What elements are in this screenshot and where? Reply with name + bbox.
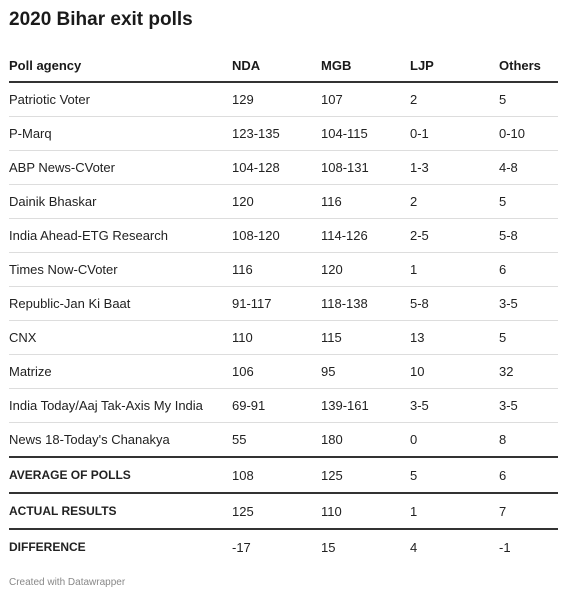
table-cell: 120 [232,184,321,219]
summary-cell: 7 [499,493,558,530]
table-cell: 3-5 [410,388,499,423]
poll-agency-cell: News 18-Today's Chanakya [9,422,232,458]
table-cell: 3-5 [499,286,558,321]
summary-label-cell: ACTUAL RESULTS [9,493,232,530]
table-row: India Ahead-ETG Research 108-120 114-126 2-… [9,218,558,253]
table-cell: 110 [232,320,321,355]
exit-polls-table: Poll agency NDA MGB LJP Others Patriotic… [9,49,558,564]
summary-label-cell: DIFFERENCE [9,540,86,554]
table-cell: 4-8 [499,150,558,185]
table-cell: 106 [232,354,321,389]
table-row: News 18-Today's Chanakya 55 180 0 8 [9,422,558,458]
table-cell: 115 [321,320,410,355]
table-cell: 55 [232,422,321,458]
poll-agency-cell: Matrize [9,354,232,389]
table-cell: 5-8 [410,286,499,321]
table-cell: 108-120 [232,218,321,253]
table-cell: 108-131 [321,150,410,185]
summary-cell: 125 [232,493,321,530]
table-cell: 107 [321,82,410,117]
table-cell: 5-8 [499,218,558,253]
table-cell: 0-1 [410,116,499,151]
table-body: Patriotic Voter 129 107 2 5 P-Marq 123-135 104-… [9,82,558,564]
table-cell: 10 [410,354,499,389]
table-row: CNX 110 115 13 5 [9,320,558,355]
table-row: Patriotic Voter 129 107 2 5 [9,82,558,117]
column-header: Poll agency [9,49,232,83]
column-header: Others [499,49,558,83]
header-row: Poll agency NDA MGB LJP Others [9,49,558,83]
table-cell: 120 [321,252,410,287]
summary-row: ACTUAL RESULTS 125 110 1 7 [9,493,558,530]
table-cell: 2-5 [410,218,499,253]
poll-agency-cell: ABP News-CVoter [9,150,232,185]
poll-agency-cell: India Today/Aaj Tak-Axis My India [9,388,232,423]
table-cell: 123-135 [232,116,321,151]
summary-cell: -17 [232,539,251,555]
table-cell: 114-126 [321,218,410,253]
poll-agency-cell: Patriotic Voter [9,82,232,117]
table-cell: 104-128 [232,150,321,185]
table-cell: 104-115 [321,116,410,151]
column-header: NDA [232,49,321,83]
summary-cell: 108 [232,457,321,494]
poll-agency-cell: CNX [9,320,232,355]
table-row: Dainik Bhaskar 120 116 2 5 [9,184,558,219]
table-cell: 1 [410,252,499,287]
table-row: P-Marq 123-135 104-115 0-1 0-10 [9,116,558,151]
table-row: Republic-Jan Ki Baat 91-117 118-138 5-8 3-5 [9,286,558,321]
summary-row: AVERAGE OF POLLS 108 125 5 6 [9,457,558,494]
summary-cell: 110 [321,493,410,530]
table-cell: 5 [499,82,558,117]
summary-cell: -1 [499,539,511,555]
table-cell: 5 [499,184,558,219]
poll-agency-cell: Dainik Bhaskar [9,184,232,219]
table-cell: 13 [410,320,499,355]
table-cell: 1-3 [410,150,499,185]
table-cell: 2 [410,184,499,219]
table-cell: 91-117 [232,286,321,321]
poll-agency-cell: Republic-Jan Ki Baat [9,286,232,321]
table-row: Times Now-CVoter 116 120 1 6 [9,252,558,287]
summary-cell: 1 [410,493,499,530]
table-cell: 32 [499,354,558,389]
column-header: LJP [410,49,499,83]
table-cell: 3-5 [499,388,558,423]
table-cell: 139-161 [321,388,410,423]
summary-cell: 4 [410,539,418,555]
column-header: MGB [321,49,410,83]
table-cell: 0 [410,422,499,458]
table-cell: 6 [499,252,558,287]
footer-credit: Created with Datawrapper [9,577,126,588]
table-cell: 2 [410,82,499,117]
table-cell: 180 [321,422,410,458]
table-cell: 129 [232,82,321,117]
table-cell: 118-138 [321,286,410,321]
table-cell: 69-91 [232,388,321,423]
summary-label-cell: AVERAGE OF POLLS [9,457,232,494]
table-cell: 5 [499,320,558,355]
table-row: ABP News-CVoter 104-128 108-131 1-3 4-8 [9,150,558,185]
summary-cell: 125 [321,457,410,494]
table-cell: 95 [321,354,410,389]
summary-cell: 5 [410,457,499,494]
poll-agency-cell: Times Now-CVoter [9,252,232,287]
table-row: India Today/Aaj Tak-Axis My India 69-91 13… [9,388,558,423]
table-cell: 116 [321,184,410,219]
table-cell: 0-10 [499,116,558,151]
table-cell: 8 [499,422,558,458]
summary-cell: 6 [499,457,558,494]
chart-title: 2020 Bihar exit polls [9,9,193,30]
poll-agency-cell: India Ahead-ETG Research [9,218,232,253]
summary-row: DIFFERENCE -17 15 4 -1 [9,529,558,564]
poll-agency-cell: P-Marq [9,116,232,151]
summary-cell: 15 [321,539,336,555]
table-row: Matrize 106 95 10 32 [9,354,558,389]
table-cell: 116 [232,252,321,287]
